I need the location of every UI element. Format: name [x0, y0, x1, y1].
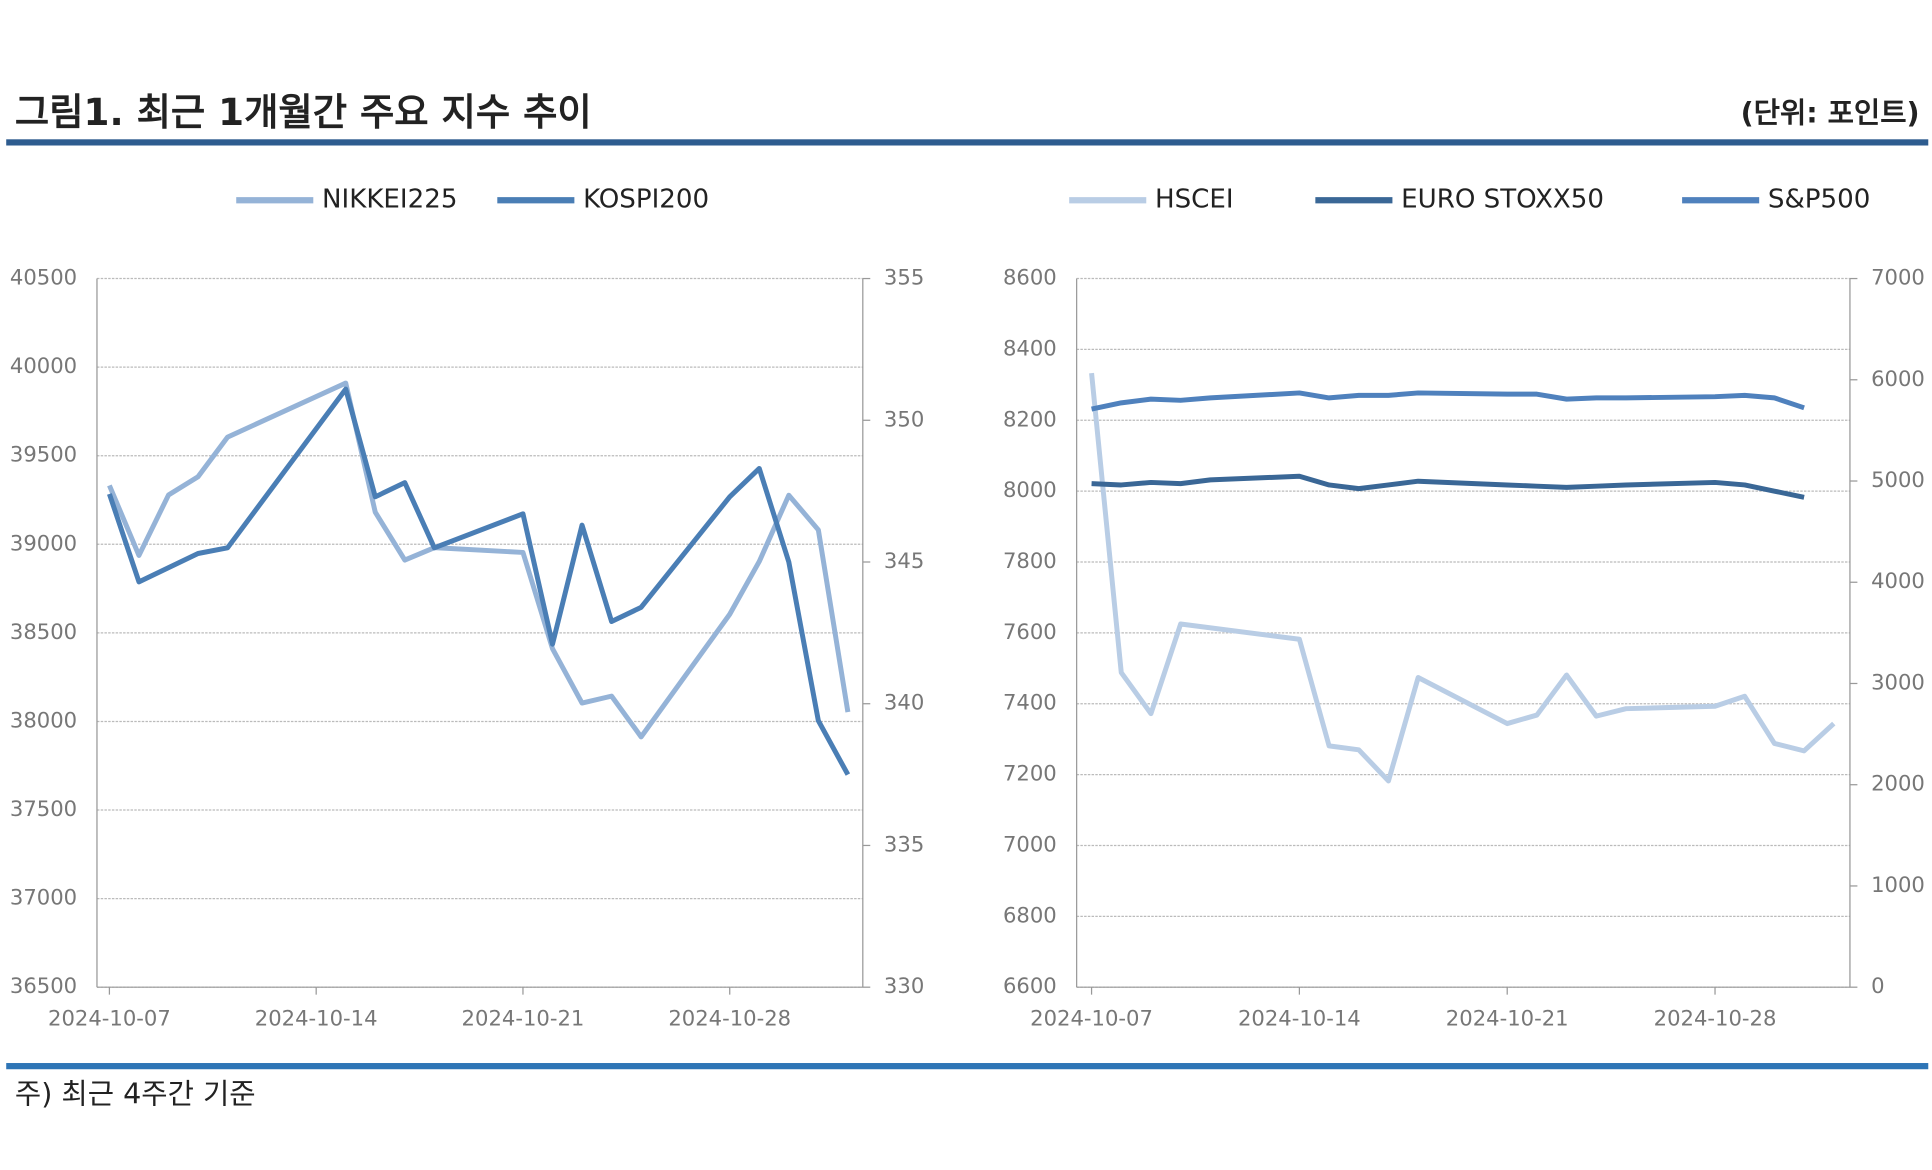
unit: (단위: 포인트): [1741, 95, 1920, 129]
y-tick-label: 39500: [10, 442, 77, 467]
y2-tick-label: 335: [884, 831, 924, 856]
y2-tick-label: 340: [884, 690, 924, 715]
x-tick-label: 2024-10-28: [1654, 1006, 1777, 1031]
y-tick-label: 7800: [1003, 548, 1057, 573]
x-tick-label: 2024-10-28: [668, 1006, 791, 1031]
y-tick-label: 7000: [1003, 831, 1057, 856]
title: 그림1. 최근 1개월간 주요 지수 추이: [15, 90, 592, 134]
y-tick-label: 6600: [1003, 973, 1057, 998]
x-tick-label: 2024-10-21: [1446, 1006, 1569, 1031]
legend-label: HSCEI: [1155, 185, 1234, 215]
x-tick-label: 2024-10-21: [462, 1006, 585, 1031]
series-line: [107, 386, 851, 776]
y-tick-label: 7200: [1003, 761, 1057, 786]
y2-tick-label: 4000: [1871, 568, 1925, 593]
y2-tick-label: 350: [884, 406, 924, 431]
y-tick-label: 38000: [10, 707, 77, 732]
y-tick-label: 40500: [10, 265, 77, 290]
legend-label: S&P500: [1768, 185, 1870, 215]
y2-tick-label: 0: [1871, 973, 1884, 998]
footnote: 주) 최근 4주간 기준: [15, 1076, 256, 1110]
y2-tick-label: 7000: [1871, 265, 1925, 290]
y2-tick-label: 355: [884, 265, 924, 290]
y-tick-label: 8600: [1003, 265, 1057, 290]
y-tick-label: 8400: [1003, 335, 1057, 360]
legend-label: KOSPI200: [583, 185, 709, 215]
y2-tick-label: 330: [884, 973, 924, 998]
y2-tick-label: 6000: [1871, 366, 1925, 391]
y-tick-label: 39000: [10, 530, 77, 555]
x-tick-label: 2024-10-07: [1030, 1006, 1153, 1031]
series-line: [107, 380, 851, 740]
series-line: [1089, 372, 1836, 784]
y-tick-label: 7600: [1003, 619, 1057, 644]
series-line: [1091, 390, 1805, 412]
footer-rule: [6, 1063, 1929, 1070]
y2-tick-label: 345: [884, 548, 924, 573]
y2-tick-label: 2000: [1871, 771, 1925, 796]
y-tick-label: 8200: [1003, 406, 1057, 431]
y2-tick-label: 5000: [1871, 467, 1925, 492]
y-tick-label: 37500: [10, 796, 77, 821]
y-tick-label: 40000: [10, 353, 77, 378]
y-tick-label: 6800: [1003, 902, 1057, 927]
y-tick-label: 7400: [1003, 690, 1057, 715]
legend-label: NIKKEI225: [322, 185, 457, 215]
x-tick-label: 2024-10-07: [48, 1006, 171, 1031]
x-tick-label: 2024-10-14: [1238, 1006, 1361, 1031]
y2-tick-label: 3000: [1871, 669, 1925, 694]
x-tick-label: 2024-10-14: [255, 1006, 378, 1031]
y-tick-label: 38500: [10, 619, 77, 644]
header-rule: [6, 139, 1929, 146]
legend-label: EURO STOXX50: [1401, 185, 1604, 215]
y2-tick-label: 1000: [1871, 872, 1925, 897]
y-tick-label: 8000: [1003, 477, 1057, 502]
series-line: [1091, 473, 1805, 500]
y-tick-label: 36500: [10, 973, 77, 998]
y-tick-label: 37000: [10, 885, 77, 910]
